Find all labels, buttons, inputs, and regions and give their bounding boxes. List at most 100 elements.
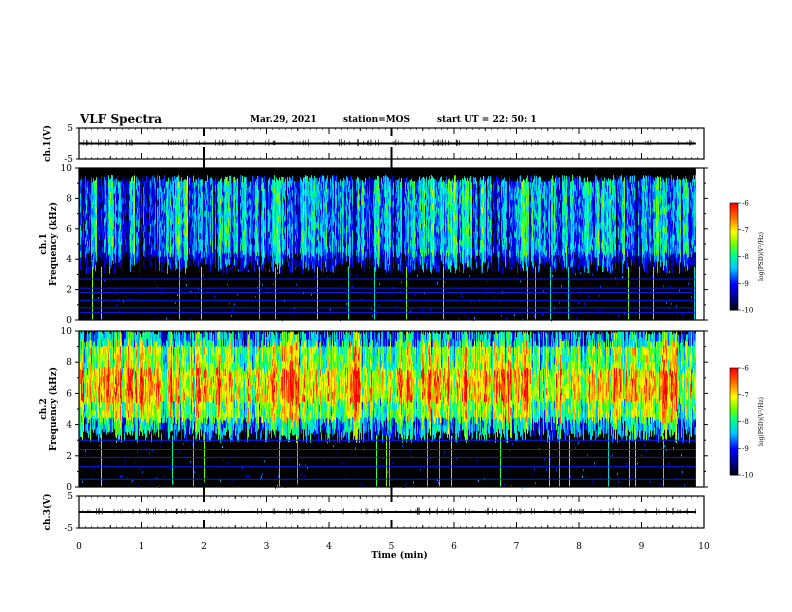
spec1-band-cell xyxy=(254,177,256,185)
spec1-band-cell xyxy=(316,234,318,242)
spec1-band-cell xyxy=(242,236,244,244)
spec1-band-cell xyxy=(328,231,330,239)
spec1-band-cell xyxy=(145,249,147,257)
spec1-band-cell xyxy=(125,197,127,204)
spec1-band-cell xyxy=(219,232,221,240)
spec1-band-cell xyxy=(246,237,248,245)
spec1-band-cell xyxy=(116,247,118,255)
spec1-band-cell xyxy=(366,218,368,225)
spec1-band-cell xyxy=(207,219,209,227)
spec1-band-cell xyxy=(389,223,391,230)
spec1-band-cell xyxy=(153,249,155,258)
spec1-band-cell xyxy=(156,217,158,224)
spec1-band-cell xyxy=(276,233,278,240)
spec1-band-cell xyxy=(110,254,112,262)
spec1-band-cell xyxy=(195,250,197,258)
spec1-band-cell xyxy=(81,210,83,218)
spec1-band-cell xyxy=(345,186,347,194)
spec1-band-cell xyxy=(114,226,116,234)
spec1-band-cell xyxy=(194,199,196,207)
spec1-band-cell xyxy=(340,209,342,216)
spec1-band-cell xyxy=(240,202,242,210)
spec1-band-cell xyxy=(129,253,131,261)
spec1-band-cell xyxy=(384,229,386,237)
spec1-band-cell xyxy=(295,210,297,218)
spec1-band-cell xyxy=(386,265,388,273)
spec1-band-cell xyxy=(351,220,353,228)
spec1-band-cell xyxy=(112,229,114,237)
spec1-band-cell xyxy=(264,257,266,265)
spec1-speckle xyxy=(292,314,293,317)
spec1-band-cell xyxy=(80,244,82,251)
spec1-band-cell xyxy=(311,175,313,182)
spec1-band-cell xyxy=(385,222,387,230)
spec1-band-cell xyxy=(161,226,163,234)
spec1-band-cell xyxy=(330,198,332,206)
spec1-band-cell xyxy=(293,185,295,193)
spec1-band-cell xyxy=(336,232,338,240)
spec1-band-cell xyxy=(234,227,236,234)
spec1-band-cell xyxy=(327,194,329,202)
spec1-band-cell xyxy=(317,227,319,234)
spec1-band-cell xyxy=(349,205,351,213)
spec1-speckle xyxy=(295,267,296,270)
spec1-speckle xyxy=(189,291,190,294)
spec1-band-cell xyxy=(375,205,377,213)
spec1-band-cell xyxy=(295,234,297,242)
spec1-band-cell xyxy=(120,205,122,213)
spec1-band-cell xyxy=(131,214,133,222)
spec1-band-cell xyxy=(256,202,258,209)
spec1-band-cell xyxy=(119,227,121,235)
spec1-band-cell xyxy=(358,244,360,251)
spec1-band-cell xyxy=(356,196,358,203)
spec1-band-cell xyxy=(143,243,145,250)
spec1-band-cell xyxy=(249,226,251,234)
spec1-band-cell xyxy=(162,191,164,199)
spec1-band-cell xyxy=(310,202,312,210)
spec1-band-cell xyxy=(182,181,184,189)
spec1-band-cell xyxy=(92,246,94,254)
spec1-band-cell xyxy=(116,216,118,224)
spec1-band-cell xyxy=(99,198,101,206)
spec1-band-cell xyxy=(185,219,187,227)
spec1-band-cell xyxy=(238,230,240,237)
spec1-band-cell xyxy=(394,251,396,259)
spec1-band-cell xyxy=(204,204,206,211)
spec1-band-cell xyxy=(92,253,94,260)
spec1-band-cell xyxy=(321,176,323,185)
spec1-band-cell xyxy=(357,258,359,266)
spec1-band-cell xyxy=(352,198,354,206)
spec1-band-cell xyxy=(254,251,256,259)
spec1-band-cell xyxy=(214,243,216,250)
spec1-band-cell xyxy=(98,213,100,220)
spec1-band-cell xyxy=(345,241,347,249)
spec1-band-cell xyxy=(370,243,372,251)
spec1-band-cell xyxy=(92,214,94,222)
spec1-band-cell xyxy=(143,211,145,219)
spec1-band-cell xyxy=(244,248,246,255)
spec1-band-cell xyxy=(267,190,269,197)
spec1-band-cell xyxy=(193,231,195,238)
spec1-band-cell xyxy=(264,213,266,221)
spec1-band-cell xyxy=(385,188,387,196)
spec1-band-cell xyxy=(256,237,258,245)
spec1-band-cell xyxy=(318,205,320,212)
spec1-band-cell xyxy=(177,209,179,217)
spec1-band-cell xyxy=(333,204,335,212)
spec1-band-cell xyxy=(190,196,192,205)
spec1-band-cell xyxy=(147,230,149,238)
spec1-band-cell xyxy=(333,177,335,185)
spec1-band-cell xyxy=(250,238,252,245)
spec1-band-cell xyxy=(94,199,96,206)
spec1-band-cell xyxy=(168,196,170,204)
spec1-band-cell xyxy=(118,224,120,231)
spec1-band-cell xyxy=(85,223,87,231)
spec1-band-cell xyxy=(105,186,107,193)
spec1-band-cell xyxy=(342,204,344,211)
spec1-band-cell xyxy=(267,177,269,185)
spec1-band-cell xyxy=(209,203,211,211)
spec1-band-cell xyxy=(249,232,251,239)
spec1-band-cell xyxy=(346,231,348,238)
spec1-band-cell xyxy=(277,237,279,244)
spec1-band-cell xyxy=(235,218,237,226)
